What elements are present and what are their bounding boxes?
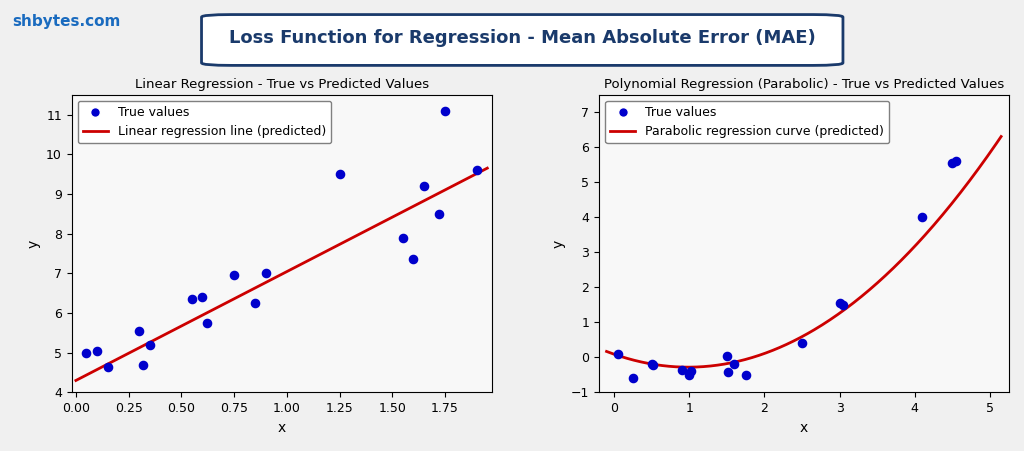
Point [469,166,485,174]
Y-axis label: y: y [551,239,565,248]
Title: Polynomial Regression (Parabolic) - True vs Predicted Values: Polynomial Regression (Parabolic) - True… [604,78,1004,91]
Y-axis label: y: y [27,239,41,248]
Legend: True values, Linear regression line (predicted): True values, Linear regression line (pre… [78,101,331,143]
Text: shbytes.com: shbytes.com [12,14,121,28]
Point [437,107,454,114]
Point [737,371,754,378]
Point [416,182,432,189]
FancyBboxPatch shape [202,14,843,65]
Point [836,301,852,308]
Point [183,295,200,303]
Point [406,256,422,263]
Point [99,363,116,370]
Point [720,368,736,376]
Point [944,159,961,166]
Point [794,340,810,347]
Point [681,371,697,378]
Point [195,294,211,301]
Point [645,361,662,368]
Point [948,158,965,165]
Point [914,214,931,221]
Text: Loss Function for Regression - Mean Absolute Error (MAE): Loss Function for Regression - Mean Abso… [229,29,815,47]
Point [625,375,641,382]
Point [831,299,848,307]
Point [726,361,742,368]
Point [683,367,699,374]
Point [430,210,446,217]
Title: Linear Regression - True vs Predicted Values: Linear Regression - True vs Predicted Va… [134,78,429,91]
Point [199,319,215,327]
Point [332,170,348,178]
Legend: True values, Parabolic regression curve (predicted): True values, Parabolic regression curve … [605,101,889,143]
Point [135,361,152,368]
Point [609,350,626,358]
Point [141,341,158,348]
Point [719,352,735,359]
Point [78,349,94,356]
Point [247,299,263,307]
Point [258,270,274,277]
Point [643,361,659,368]
Point [394,234,411,241]
Point [226,272,243,279]
Point [131,327,147,335]
X-axis label: x: x [278,421,286,435]
Point [674,366,690,373]
Point [89,347,105,354]
X-axis label: x: x [800,421,808,435]
